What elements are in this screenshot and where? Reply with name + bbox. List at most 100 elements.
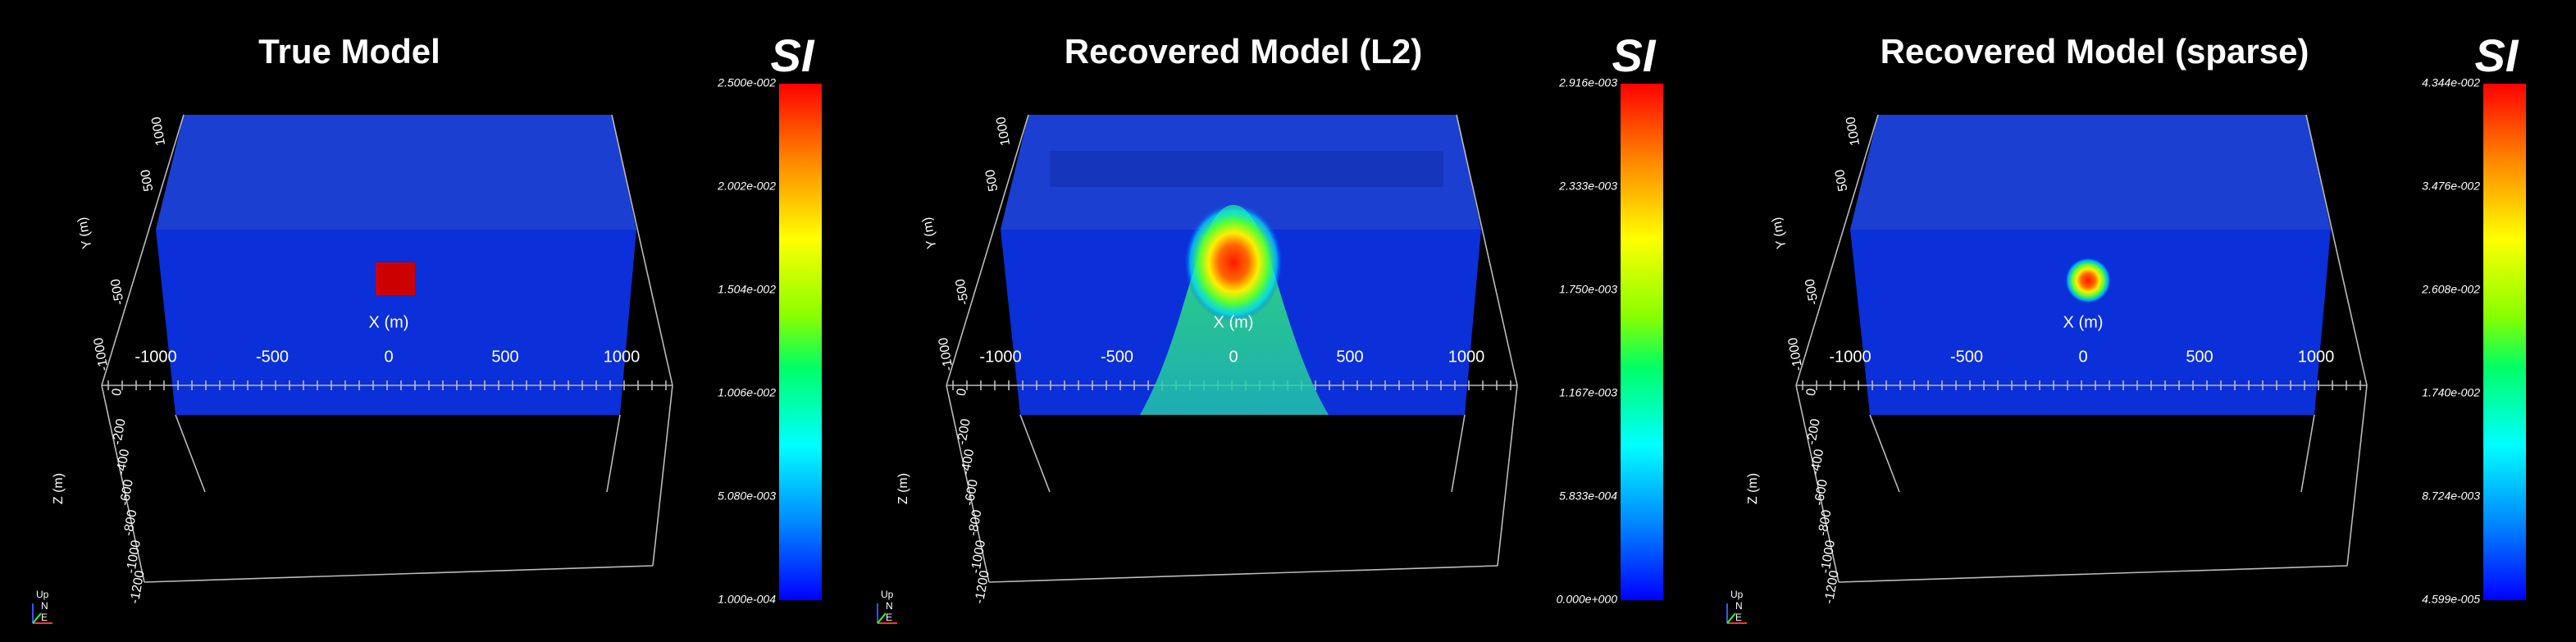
colorbar-label: SI (2475, 30, 2519, 81)
wireframe-edge (1497, 385, 1518, 567)
y-tick-label: 1000 (994, 116, 1013, 147)
panel-title: Recovered Model (sparse) (1881, 32, 2309, 71)
x-tick-label: 0 (384, 348, 393, 366)
model-front-face (1850, 230, 2331, 415)
z-tick-label: 0 (1804, 387, 1819, 397)
colorbar-tick-label: 1.750e-003 (1559, 283, 1617, 296)
y-tick-label: 1000 (149, 116, 168, 147)
y-tick-label: -500 (954, 278, 972, 307)
triad-east-label: E (41, 612, 48, 623)
colorbar-tick-label: 2.333e-003 (1558, 180, 1617, 193)
x-tick-label: 1000 (2298, 348, 2335, 366)
colorbar-tick-label: 8.724e-003 (2422, 489, 2480, 503)
wireframe-edge (2300, 414, 2315, 493)
colorbar-label: SI (1612, 30, 1657, 81)
panel: Recovered Model (L2) -1000 -500 0 500 1000 X (… (877, 30, 1663, 624)
triad-up-label: Up (1730, 589, 1744, 600)
y-tick-label: -1000 (937, 336, 956, 371)
colorbar-tick-label: 1.000e-004 (718, 593, 776, 606)
wireframe-edge (611, 114, 673, 386)
z-tick-label: -600 (118, 478, 136, 507)
colorbar-tick-label: 0.000e+000 (1557, 593, 1618, 606)
panel-title: True Model (258, 32, 440, 71)
colorbar-tick-label: 1.167e-003 (1559, 386, 1617, 399)
z-tick-label: -400 (114, 448, 132, 476)
colorbar-tick-label: 1.504e-002 (718, 283, 776, 296)
wireframe-edge (101, 385, 145, 583)
x-tick-label: 500 (2186, 348, 2213, 366)
colorbar-tick-label: 2.002e-002 (717, 180, 776, 193)
x-axis-label: X (m) (1214, 313, 1254, 331)
x-tick-label: -500 (256, 348, 289, 366)
z-tick-label: -1200 (128, 569, 148, 604)
colorbar (1621, 84, 1663, 600)
anomaly (376, 262, 415, 295)
z-tick-label: -200 (955, 417, 973, 446)
triad-north (877, 612, 887, 624)
z-tick-label: -1000 (969, 539, 988, 574)
x-axis-label: X (m) (369, 313, 409, 331)
y-tick-label: 500 (1833, 168, 1850, 192)
x-tick-label: -1000 (1829, 348, 1871, 366)
colorbar-tick-label: 1.006e-002 (718, 386, 776, 399)
z-tick-label: -1000 (1818, 539, 1838, 574)
triad-north (1726, 612, 1736, 624)
colorbar-tick-label: 2.916e-003 (1558, 76, 1617, 89)
x-tick-label: -500 (1950, 348, 1983, 366)
z-axis-label: Z (m) (1746, 473, 1760, 504)
x-tick-label: 0 (2078, 348, 2087, 366)
z-tick-label: -1000 (124, 539, 144, 574)
z-tick-label: -800 (966, 508, 984, 537)
x-tick-label: -1000 (979, 348, 1021, 366)
triad-north (32, 612, 42, 624)
colorbar (779, 84, 822, 600)
colorbar-tick-label: 5.080e-003 (718, 489, 776, 503)
colorbar-tick-label: 2.608e-002 (2421, 283, 2480, 296)
wireframe-edge (1795, 385, 1840, 583)
anomaly (2065, 257, 2111, 303)
colorbar-label: SI (771, 30, 815, 81)
panel-title: Recovered Model (L2) (1065, 32, 1422, 71)
y-axis-label: Y (m) (75, 216, 94, 249)
wireframe-edge (1019, 414, 1051, 493)
triad-east-label: E (886, 612, 892, 623)
y-tick-label: -500 (109, 278, 127, 307)
wireframe-edge (2305, 114, 2368, 386)
wireframe-edge (946, 114, 1029, 386)
wireframe-edge (652, 385, 673, 567)
colorbar-tick-label: 5.833e-004 (1559, 489, 1617, 503)
z-axis-label: Z (m) (52, 473, 66, 504)
model-top-face (156, 115, 636, 230)
z-tick-label: -800 (121, 508, 139, 537)
x-tick-label: -500 (1101, 348, 1133, 366)
x-tick-label: 0 (1229, 348, 1238, 366)
colorbar-tick-label: 3.476e-002 (2422, 180, 2480, 193)
wireframe-edge (144, 565, 654, 583)
x-tick-label: 1000 (604, 348, 641, 366)
x-tick-label: 500 (1336, 348, 1363, 366)
triad-up-label: Up (36, 589, 49, 600)
wireframe-edge (606, 414, 621, 493)
colorbar (2483, 84, 2526, 600)
z-tick-label: -600 (963, 478, 981, 507)
y-tick-label: 500 (983, 168, 1001, 192)
triad-east-label: E (1735, 612, 1742, 623)
colorbar-tick-label: 4.344e-002 (2422, 76, 2480, 89)
z-tick-label: 0 (110, 387, 125, 397)
triad-up-label: Up (881, 589, 894, 600)
z-tick-label: -1200 (973, 569, 992, 604)
x-tick-label: -1000 (134, 348, 176, 366)
z-tick-label: -800 (1816, 508, 1834, 537)
wireframe-edge (101, 114, 185, 386)
z-tick-label: -600 (1812, 478, 1831, 507)
panel: True Model -1000 -500 0 500 1000 X (m) 1000 500 -… (32, 30, 822, 624)
x-tick-label: 1000 (1448, 348, 1485, 366)
model-front-face (156, 230, 636, 415)
z-tick-label: -400 (959, 448, 977, 476)
triad-north-label: N (886, 600, 893, 612)
colorbar-tick-label: 4.599e-005 (2422, 593, 2480, 606)
z-tick-label: 0 (955, 387, 969, 397)
y-axis-label: Y (m) (920, 216, 939, 249)
